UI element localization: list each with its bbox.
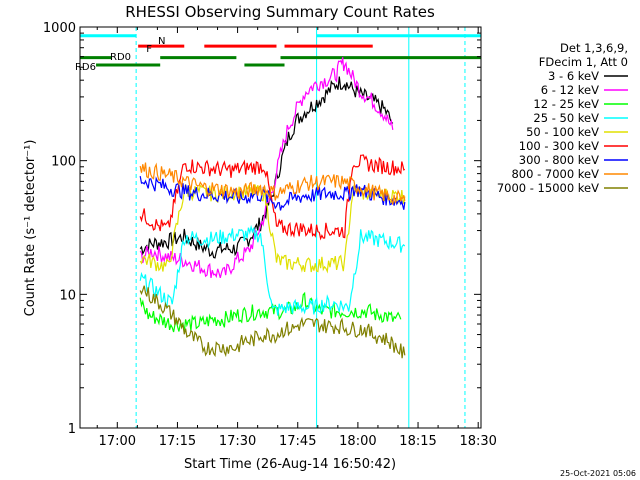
x-tick-label-0: 17:00: [99, 434, 136, 449]
y-tick-label-1: 10: [59, 288, 76, 303]
plot-frame: [79, 26, 482, 429]
x-tick-label-4: 18:00: [339, 434, 376, 449]
legend-label-6: 300 - 800 keV: [519, 153, 599, 167]
series-line-8: [139, 285, 406, 359]
series-line-3: [139, 224, 406, 316]
y-tick-label-0: 1: [68, 422, 76, 437]
series-line-5: [139, 154, 406, 241]
x-axis-label: Start Time (26-Aug-14 16:50:42): [184, 457, 396, 472]
chart-title: RHESSI Observing Summary Count Rates: [125, 3, 435, 21]
legend-header-1: FDecim 1, Att 0: [539, 55, 628, 69]
band-label-n: N: [158, 36, 165, 47]
legend-label-1: 6 - 12 keV: [541, 83, 599, 97]
x-tick-label-3: 17:45: [279, 434, 316, 449]
series-line-4: [139, 184, 406, 274]
y-tick-label-3: 1000: [43, 21, 76, 36]
series-line-7: [139, 162, 406, 205]
x-tick-label-6: 18:30: [459, 434, 496, 449]
legend-label-4: 50 - 100 keV: [526, 125, 599, 139]
x-tick-label-2: 17:30: [219, 434, 256, 449]
y-tick-label-2: 100: [51, 155, 76, 170]
legend-label-0: 3 - 6 keV: [548, 69, 599, 83]
series-line-1: [139, 57, 394, 279]
y-axis-label: Count Rate (s⁻¹ detector⁻¹): [23, 140, 38, 317]
series-line-0: [139, 76, 394, 259]
legend-label-5: 100 - 300 keV: [519, 139, 599, 153]
legend-label-8: 7000 - 15000 keV: [497, 181, 599, 195]
x-tick-label-1: 17:15: [159, 434, 196, 449]
band-label-f: F: [146, 44, 152, 55]
band-label-rd6: RD6: [75, 62, 96, 73]
legend-label-2: 12 - 25 keV: [533, 97, 599, 111]
legend-label-3: 25 - 50 keV: [533, 111, 599, 125]
timestamp-stamp: 25-Oct-2021 05:06: [560, 469, 636, 478]
x-tick-label-5: 18:15: [399, 434, 436, 449]
legend-header-0: Det 1,3,6,9,: [560, 41, 628, 55]
legend-label-7: 800 - 7000 keV: [511, 167, 599, 181]
band-label-rd0: RD0: [110, 52, 131, 63]
